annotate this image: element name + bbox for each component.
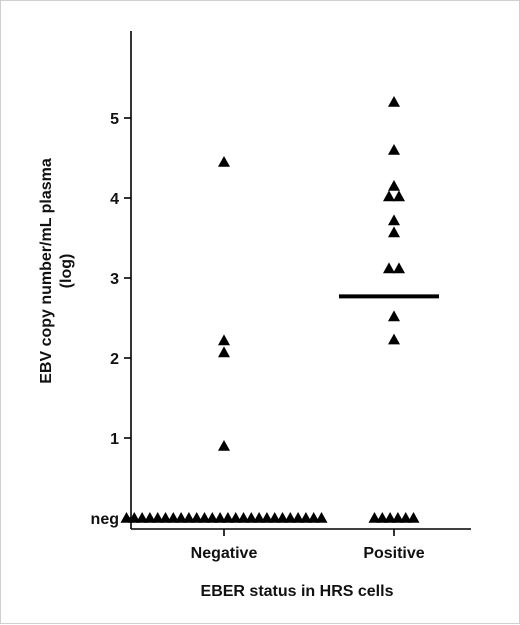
data-point-neg	[407, 512, 420, 523]
y-tick-label: 5	[110, 111, 119, 128]
data-point	[388, 144, 400, 155]
data-point	[218, 156, 230, 167]
data-points	[120, 96, 420, 523]
x-tick-label: Positive	[363, 545, 424, 562]
data-point-neg	[214, 512, 227, 523]
data-point	[393, 190, 405, 202]
data-point-neg	[237, 512, 250, 523]
data-point-neg	[260, 512, 273, 523]
y-tick-label: 3	[110, 271, 119, 288]
x-axis-label: EBER status in HRS cells	[201, 583, 394, 600]
data-point	[383, 262, 395, 274]
y-tick-label: neg	[91, 511, 119, 528]
data-point-neg	[268, 512, 281, 523]
y-axis-label: EBV copy number/mL plasma (log)	[38, 158, 75, 384]
data-point-neg	[399, 512, 412, 523]
data-point	[388, 180, 400, 191]
data-point-neg	[167, 512, 180, 523]
data-point-neg	[143, 512, 156, 523]
data-point-neg	[182, 512, 195, 523]
data-point-neg	[368, 512, 381, 523]
data-point-neg	[198, 512, 211, 523]
data-point	[388, 310, 400, 322]
data-point	[388, 333, 400, 345]
data-point-neg	[245, 512, 258, 523]
data-point	[388, 226, 400, 238]
data-point-neg	[292, 512, 305, 523]
data-point-neg	[376, 512, 389, 523]
data-point-neg	[190, 512, 203, 523]
axes	[130, 31, 471, 530]
data-point-neg	[384, 512, 397, 523]
data-point-neg	[315, 512, 328, 523]
data-point-neg	[307, 512, 320, 523]
data-point-neg	[128, 512, 141, 523]
data-point-neg	[299, 512, 312, 523]
y-tick-label: 2	[110, 351, 119, 368]
data-point-neg	[284, 512, 297, 523]
data-point	[388, 96, 400, 107]
data-point	[218, 334, 230, 346]
data-point-neg	[206, 512, 219, 523]
data-point-neg	[136, 512, 149, 523]
x-tick-label: Negative	[191, 545, 258, 562]
data-point	[383, 190, 395, 202]
y-axis-label-line2: (log)	[58, 254, 75, 289]
data-point-neg	[276, 512, 289, 523]
data-point-neg	[120, 512, 133, 523]
data-point-neg	[253, 512, 266, 523]
data-point	[393, 262, 405, 274]
y-axis-label-line1: EBV copy number/mL plasma	[38, 158, 55, 384]
data-point-neg	[221, 512, 234, 523]
data-point-neg	[175, 512, 188, 523]
data-point-neg	[391, 512, 404, 523]
y-ticks: neg 1 2 3 4 5	[91, 111, 131, 528]
data-point-neg	[151, 512, 164, 523]
y-tick-label: 4	[110, 191, 119, 208]
y-tick-label: 1	[110, 431, 119, 448]
data-point	[218, 346, 230, 358]
data-point	[388, 214, 400, 226]
data-point-neg	[159, 512, 172, 523]
data-point-neg	[229, 512, 242, 523]
x-ticks: Negative Positive	[191, 529, 425, 562]
data-point	[218, 440, 230, 451]
